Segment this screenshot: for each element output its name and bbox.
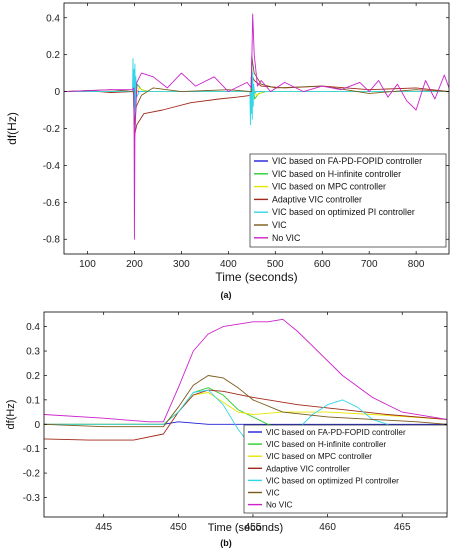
y-tick-label-5: 0.2 [26, 371, 40, 382]
y-tick-label-4: 0 [54, 87, 60, 98]
x-tick-label-1: 200 [126, 259, 143, 270]
legend-entry-2: VIC based on MPC controller [272, 182, 386, 192]
legend-entry-0: VIC based on FA-PD-FOPID controller [266, 428, 406, 437]
x-tick-label-3: 460 [319, 522, 336, 533]
x-tick-label-3: 400 [220, 259, 237, 270]
axes-frame [43, 311, 448, 518]
panel-label: (a) [221, 290, 232, 300]
series-group [64, 13, 449, 240]
y-tick-label-5: 0.2 [46, 50, 60, 61]
y-tick-label-2: -0.1 [23, 444, 41, 455]
legend-entry-0: VIC based on FA-PD-FOPID controller [272, 156, 422, 166]
legend-entry-5: VIC [266, 489, 280, 498]
legend-box [249, 153, 447, 248]
y-tick-label-3: 0 [34, 420, 40, 431]
x-tick-label-4: 465 [394, 522, 411, 533]
x-tick-label-4: 500 [267, 259, 284, 270]
x-tick-label-1: 450 [170, 522, 187, 533]
y-tick-label-0: -0.8 [43, 235, 61, 246]
x-axis-label: Time (seconds) [208, 522, 283, 534]
legend-entry-4: VIC based on optimized PI controller [272, 207, 415, 217]
series-line-6 [44, 318, 447, 423]
legend-entry-1: VIC based on H-infinite controller [266, 440, 386, 449]
y-tick-label-1: -0.2 [23, 469, 41, 480]
y-tick-label-2: -0.4 [43, 161, 61, 172]
legend-entry-3: Adaptive VIC controller [266, 464, 350, 473]
x-axis-label: Time (seconds) [215, 270, 297, 284]
y-axis-label: df(Hz) [5, 400, 17, 430]
y-tick-label-1: -0.6 [43, 198, 61, 209]
y-tick-label-6: 0.4 [46, 13, 60, 24]
x-tick-label-6: 700 [361, 259, 378, 270]
y-axis-label: df(Hz) [5, 112, 19, 145]
y-tick-label-7: 0.4 [26, 322, 40, 333]
legend-entry-1: VIC based on H-infinite controller [272, 169, 401, 179]
legend-entry-6: No VIC [266, 501, 292, 510]
y-tick-label-4: 0.1 [26, 395, 40, 406]
y-tick-label-6: 0.3 [26, 347, 40, 358]
legend-entry-2: VIC based on MPC controller [266, 452, 372, 461]
y-tick-label-0: -0.3 [23, 493, 41, 504]
legend-entry-6: No VIC [272, 233, 301, 243]
chart-panel-b: 445 450 455 460 465 -0.3 -0.2 -0.1 0 0.1 0.2 0.3 0.4… [5, 311, 448, 548]
series-line-5 [44, 375, 447, 428]
x-tick-label-0: 445 [95, 522, 112, 533]
x-tick-label-2: 300 [173, 259, 190, 270]
x-tick-label-5: 600 [314, 259, 331, 270]
legend: VIC based on FA-PD-FOPID controller VIC b… [249, 153, 447, 248]
x-tick-label-7: 800 [408, 259, 425, 270]
chart-panel-a: 100 200 300 400 500 600 700 800 -0.8 -0.6 -0.4 -0.2… [5, 2, 450, 300]
panel-label: (b) [220, 538, 232, 548]
legend: VIC based on FA-PD-FOPID controller VIC b… [243, 424, 448, 514]
x-tick-label-2: 455 [245, 522, 262, 533]
y-tick-label-3: -0.2 [43, 124, 61, 135]
legend-entry-3: Adaptive VIC controller [272, 194, 362, 204]
series-line-6 [64, 13, 449, 240]
legend-box [243, 424, 448, 514]
legend-entry-5: VIC [272, 220, 287, 230]
x-tick-label-0: 100 [79, 259, 96, 270]
legend-entry-4: VIC based on optimized PI controller [266, 476, 399, 485]
